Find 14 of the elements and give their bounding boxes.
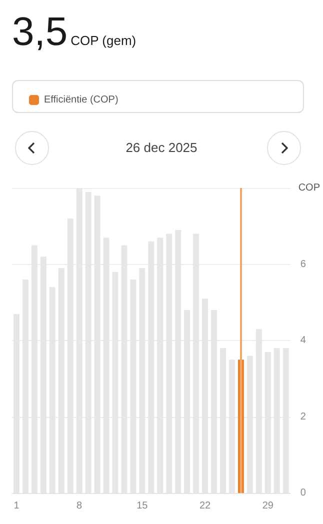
chart-subtitle: COP (gem) (70, 33, 136, 48)
x-tick-label: 29 (262, 500, 274, 512)
x-tick-label: 15 (136, 500, 148, 512)
y-tick-label: 2 (300, 411, 306, 422)
y-axis-title: COP (298, 182, 320, 194)
y-tick-label: 4 (300, 335, 306, 346)
x-tick-label: 8 (76, 500, 83, 512)
y-tick-label: 0 (300, 488, 306, 498)
text: 26 dec 2025 (124, 140, 198, 155)
legend-label: Efficiëntie (COP) (44, 94, 118, 106)
x-tick-label: 22 (199, 500, 212, 512)
y-tick-label: 6 (300, 258, 306, 270)
x-tick-label: 1 (14, 500, 20, 512)
chart-title: 3,5 (12, 10, 68, 54)
